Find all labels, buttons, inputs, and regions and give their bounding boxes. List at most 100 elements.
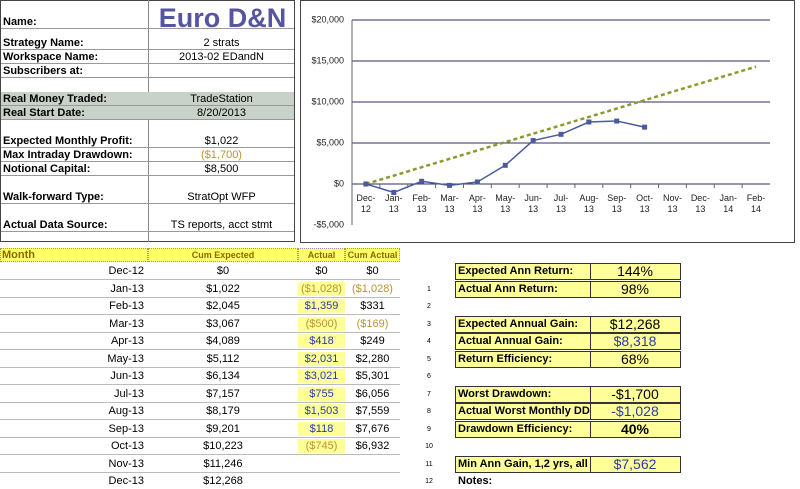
row-number: 1	[427, 285, 431, 293]
table-header: Cum Expected	[191, 250, 255, 260]
info-label: Workspace Name:	[3, 51, 99, 63]
info-label: Max Intraday Drawdown:	[3, 149, 133, 161]
table-cell: $7,676	[355, 422, 390, 435]
x-tick-label: Nov-13	[663, 193, 682, 214]
table-cell: $6,056	[355, 387, 390, 400]
info-value: ($1,700)	[201, 149, 242, 161]
stat-divider	[590, 403, 591, 420]
x-tick-label: Dec-13	[691, 193, 710, 214]
x-tick-label: Oct-13	[636, 193, 653, 214]
stat-value: -$1,700	[611, 385, 659, 402]
table-cell: $2,045	[206, 300, 240, 312]
stat-box	[455, 420, 681, 438]
info-value: 8/20/2013	[197, 107, 246, 119]
table-cell: ($745)	[298, 439, 345, 453]
row-line	[1, 175, 294, 176]
table-cell: ($1,028)	[298, 281, 345, 296]
stat-value: 144%	[617, 263, 653, 279]
x-tick-label: Sep-13	[607, 193, 626, 214]
header-bg	[345, 248, 400, 262]
point	[363, 181, 369, 187]
table-cell: Jan-13	[110, 282, 144, 295]
table-cell: $249	[360, 335, 385, 347]
table-cell: $3,067	[206, 317, 240, 330]
point	[502, 162, 508, 168]
table-cell: May-13	[107, 352, 144, 365]
stat-label: Actual Annual Gain:	[458, 335, 563, 347]
stat-box	[455, 263, 681, 280]
info-value: StratOpt WFP	[187, 191, 256, 203]
table-cell: $6,134	[206, 370, 240, 382]
stat-label: Drawdown Efficiency:	[458, 422, 573, 435]
y-tick-label: $15,000	[311, 55, 344, 65]
table-cell: ($1,028)	[352, 282, 393, 295]
stat-box	[455, 315, 681, 333]
point	[558, 131, 564, 137]
table-cell: Dec-12	[108, 265, 144, 277]
x-tick-label: Jul-13	[554, 193, 569, 214]
row-line	[1, 63, 294, 64]
stat-divider	[590, 385, 591, 403]
row-line	[0, 419, 400, 420]
info-value: $8,500	[204, 163, 239, 175]
chart-frame	[300, 0, 795, 243]
stat-value: 40%	[620, 420, 650, 437]
info-label: Subscribers at:	[3, 65, 84, 77]
row-line	[0, 331, 400, 333]
row-line	[0, 296, 400, 298]
table-cell: $12,268	[203, 475, 243, 487]
info-label: Strategy Name:	[3, 37, 84, 49]
stat-label: Return Efficiency:	[458, 352, 553, 365]
table-cell: $2,280	[355, 352, 390, 365]
table-cell: $755	[298, 386, 345, 401]
y-tick-label: $5,000	[316, 137, 344, 147]
table-cell: Aug-13	[108, 405, 144, 417]
row-number: 8	[427, 408, 431, 415]
info-label: Actual Data Source:	[3, 219, 108, 231]
info-label: Notional Capital:	[3, 163, 91, 175]
point	[614, 118, 620, 124]
stat-value: 68%	[620, 350, 650, 367]
table-cell: $4,089	[206, 335, 240, 347]
stat-box	[455, 350, 681, 368]
row-number: 9	[427, 425, 431, 433]
info-value: $1,022	[204, 135, 239, 147]
stat-label: Expected Ann Return:	[458, 265, 574, 277]
table-cell: ($169)	[356, 317, 389, 330]
table-cell: $7,559	[355, 405, 390, 417]
table-cell: Sep-13	[108, 422, 144, 435]
row-number: 12	[425, 478, 433, 485]
table-cell: $331	[360, 300, 385, 312]
row-line	[0, 349, 400, 350]
stat-value: $8,318	[613, 333, 657, 349]
row-line	[1, 49, 294, 50]
stat-value: $7,562	[613, 455, 657, 472]
row-line	[0, 454, 400, 455]
x-tick-label: Feb-14	[747, 193, 766, 214]
table-header: Month	[2, 249, 35, 261]
stat-label: Actual Worst Monthly DD:	[458, 405, 590, 417]
row-number: 2	[427, 303, 431, 310]
row-number: 10	[425, 443, 433, 450]
table-cell: $0	[315, 265, 328, 277]
x-tick-label: Mar-13	[440, 193, 459, 214]
x-tick-label: Jan-13	[385, 193, 403, 214]
point	[474, 179, 480, 185]
row-number: 3	[427, 320, 431, 328]
table-cell: $1,503	[298, 404, 345, 418]
stat-divider	[590, 455, 591, 473]
stat-label: Expected Annual Gain:	[458, 317, 579, 330]
row-line	[1, 105, 294, 106]
table-cell: Feb-13	[109, 300, 144, 312]
row-line	[1, 28, 294, 29]
table-cell: $5,112	[206, 352, 240, 365]
point	[391, 189, 397, 195]
row-line	[0, 401, 400, 403]
table-cell: $418	[298, 334, 345, 348]
info-value: TradeStation	[190, 93, 253, 105]
x-tick-label: Jun-13	[524, 193, 542, 214]
x-tick-label: Dec-12	[356, 193, 375, 214]
table-cell: $118	[298, 421, 345, 436]
info-label: Real Start Date:	[3, 107, 85, 119]
